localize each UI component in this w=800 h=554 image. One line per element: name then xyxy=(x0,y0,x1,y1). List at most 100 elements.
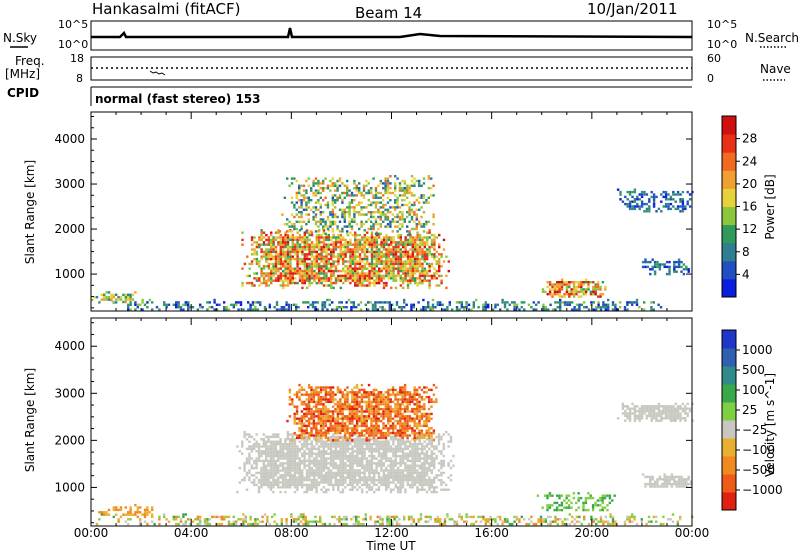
power-echo-cell xyxy=(404,269,407,273)
velocity-echo-cell xyxy=(158,522,161,526)
velocity-echo-cell xyxy=(298,391,301,394)
velocity-echo-cell xyxy=(389,445,393,448)
power-colorbar-swatch xyxy=(722,206,736,226)
power-echo-cell xyxy=(494,306,497,309)
power-echo-cell xyxy=(129,303,132,306)
velocity-echo-cell xyxy=(255,433,258,436)
velocity-echo-cell xyxy=(418,481,421,484)
power-echo-cell xyxy=(402,253,405,256)
power-echo-cell xyxy=(438,245,441,249)
velocity-echo-cell xyxy=(340,518,343,521)
velocity-echo-cell xyxy=(411,445,414,448)
velocity-echo-cell xyxy=(320,466,323,470)
velocity-echo-cell xyxy=(339,447,342,451)
velocity-echo-cell xyxy=(322,427,325,430)
velocity-echo-cell xyxy=(370,462,373,465)
power-echo-cell xyxy=(281,213,284,216)
velocity-echo-cell xyxy=(409,474,412,477)
power-echo-cell xyxy=(342,243,345,246)
velocity-echo-cell xyxy=(267,471,270,475)
power-echo-cell xyxy=(227,308,231,311)
velocity-echo-cell xyxy=(349,452,352,455)
power-echo-cell xyxy=(363,253,366,256)
power-echo-cell xyxy=(246,281,249,285)
velocity-echo-cell xyxy=(284,440,287,443)
power-echo-cell xyxy=(392,272,395,275)
velocity-echo-cell xyxy=(447,464,450,467)
velocity-echo-cell xyxy=(380,462,383,465)
velocity-echo-cell xyxy=(245,459,249,463)
velocity-echo-cell xyxy=(293,471,297,475)
power-echo-cell xyxy=(339,279,342,282)
power-echo-cell xyxy=(411,260,414,263)
velocity-echo-cell xyxy=(351,466,354,470)
power-echo-cell xyxy=(447,269,450,273)
velocity-echo-cell xyxy=(351,452,354,455)
velocity-echo-cell xyxy=(295,520,298,523)
power-echo-cell xyxy=(270,274,273,278)
velocity-echo-cell xyxy=(413,442,417,446)
velocity-echo-cell xyxy=(428,466,431,470)
velocity-echo-cell xyxy=(413,454,417,458)
power-echo-cell xyxy=(619,198,622,201)
velocity-echo-cell xyxy=(373,454,376,458)
power-echo-cell xyxy=(432,223,435,226)
velocity-echo-cell xyxy=(607,520,610,523)
power-echo-cell xyxy=(660,210,663,213)
power-echo-cell xyxy=(435,255,438,258)
velocity-echo-cell xyxy=(430,440,433,443)
power-echo-cell xyxy=(409,267,412,270)
power-echo-cell xyxy=(399,238,402,242)
power-echo-cell xyxy=(382,281,386,285)
power-echo-cell xyxy=(399,274,402,278)
velocity-echo-cell xyxy=(203,522,207,526)
power-echo-cell xyxy=(394,245,398,249)
velocity-echo-cell xyxy=(329,442,333,446)
velocity-echo-cell xyxy=(423,481,426,484)
power-echo-cell xyxy=(282,241,285,244)
power-echo-cell xyxy=(385,243,388,246)
velocity-echo-cell xyxy=(301,469,304,472)
power-echo-cell xyxy=(112,300,115,304)
velocity-echo-cell xyxy=(377,488,381,491)
power-echo-cell xyxy=(684,207,687,211)
velocity-echo-cell xyxy=(357,522,360,526)
power-echo-cell xyxy=(360,191,363,195)
power-echo-cell xyxy=(293,206,296,209)
power-echo-cell xyxy=(664,205,668,208)
power-echo-cell xyxy=(416,250,419,254)
power-echo-cell xyxy=(387,260,390,263)
power-echo-cell xyxy=(124,293,127,296)
power-echo-cell xyxy=(314,201,318,204)
power-echo-cell xyxy=(673,270,676,273)
velocity-echo-cell xyxy=(279,438,282,441)
power-echo-cell xyxy=(376,308,379,311)
velocity-echo-cell xyxy=(430,445,433,448)
power-echo-cell xyxy=(391,191,394,195)
power-echo-cell xyxy=(551,293,554,296)
power-echo-cell xyxy=(440,253,443,256)
velocity-echo-cell xyxy=(430,486,433,489)
power-echo-cell xyxy=(306,255,309,258)
velocity-echo-cell xyxy=(139,511,142,514)
velocity-echo-cell xyxy=(305,435,309,439)
power-echo-cell xyxy=(363,241,366,244)
power-echo-cell xyxy=(388,308,391,311)
velocity-echo-cell xyxy=(358,435,361,439)
velocity-echo-cell xyxy=(291,483,294,487)
power-echo-cell xyxy=(386,208,390,211)
power-echo-cell xyxy=(337,233,340,237)
velocity-echo-cell xyxy=(274,464,277,467)
power-echo-cell xyxy=(314,215,318,219)
velocity-echo-cell xyxy=(293,445,297,448)
velocity-echo-cell xyxy=(293,478,297,482)
velocity-echo-cell xyxy=(310,488,313,491)
velocity-echo-cell xyxy=(341,457,345,460)
power-echo-cell xyxy=(644,265,647,269)
velocity-echo-cell xyxy=(317,417,320,420)
power-echo-cell xyxy=(377,196,380,199)
velocity-echo-cell xyxy=(433,466,436,470)
power-echo-cell xyxy=(282,253,285,256)
power-echo-cell xyxy=(310,260,314,263)
power-echo-cell xyxy=(548,293,552,296)
